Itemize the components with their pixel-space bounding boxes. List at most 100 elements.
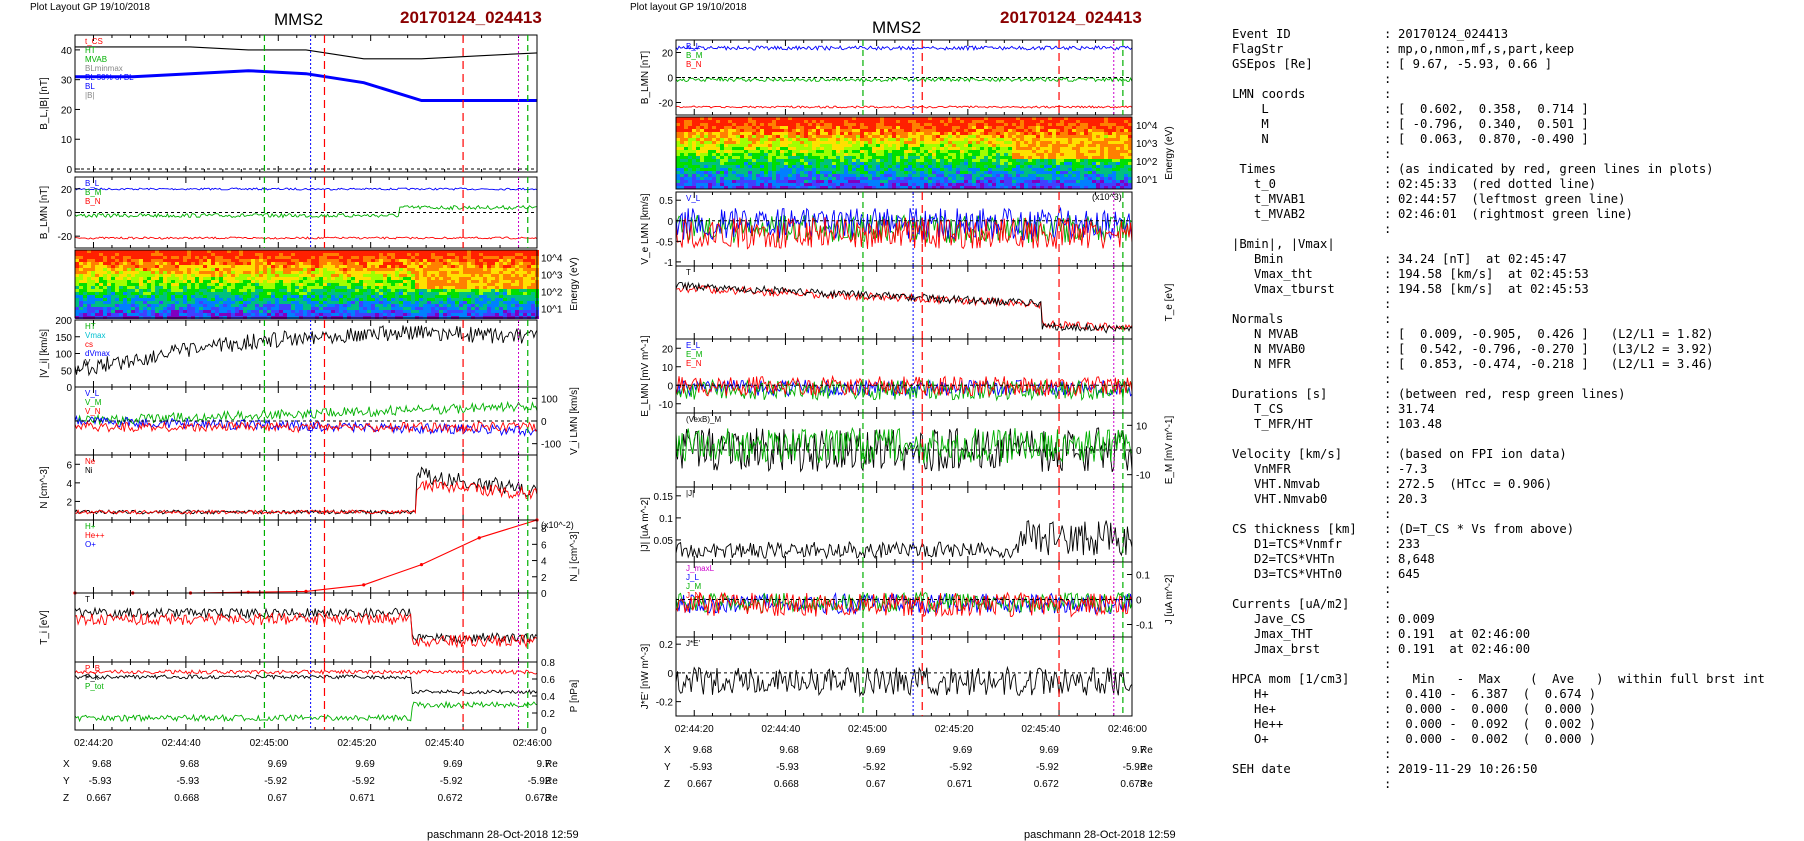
y-tick-label: 0.05 [654, 536, 674, 547]
legend-entry: Vmax [85, 331, 105, 340]
position-value: 9.68 [693, 745, 713, 756]
info-value: 0.000 - 0.002 ( 0.000 ) [1398, 732, 1597, 746]
series-line [75, 69, 537, 102]
position-value: 9.69 [355, 759, 375, 770]
legend-entry: HT [85, 322, 96, 331]
info-value: [ 0.009, -0.905, 0.426 ] (L2/L1 = 1.82) [1398, 327, 1714, 341]
info-colon: : [1384, 57, 1392, 71]
info-label: Normals [1232, 312, 1284, 326]
info-row: : [1232, 777, 1765, 792]
info-value: 0.191 at 02:46:00 [1398, 627, 1531, 641]
info-colon: : [1384, 492, 1392, 506]
time-tick-label: 02:46:00 [513, 738, 552, 749]
info-value: 272.5 (HTcc = 0.906) [1398, 477, 1553, 491]
info-row: T_CS:31.74 [1232, 402, 1765, 417]
info-label: HPCA mom [1/cm3] [1232, 672, 1350, 686]
info-label: VHT.Nmvab0 [1232, 492, 1328, 506]
info-colon: : [1384, 687, 1392, 701]
legend-entry: BL [85, 82, 95, 91]
position-row-label: X [664, 745, 671, 756]
y-tick-label: 0 [1136, 596, 1142, 607]
y-tick-label: 50 [61, 366, 73, 377]
y-tick-label: 10^1 [541, 305, 563, 316]
y-tick-label: 0.4 [541, 692, 555, 703]
info-colon: : [1384, 567, 1392, 581]
legend-entry: |B| [85, 91, 95, 100]
y-tick-label: -100 [541, 440, 561, 451]
position-value: -5.92 [1036, 762, 1059, 773]
y-tick-label: 10^1 [1136, 175, 1158, 186]
position-value: -5.92 [528, 776, 551, 787]
info-row: t_MVAB2:02:46:01 (rightmost green line) [1232, 207, 1765, 222]
series-line [675, 105, 1133, 109]
info-row: Currents [uA/m2]: [1232, 597, 1765, 612]
info-value: mp,o,nmon,mf,s,part,keep [1398, 42, 1575, 56]
position-value: 0.671 [947, 779, 972, 790]
y-tick-label: 100 [55, 350, 72, 361]
info-row: Bmin:34.24 [nT] at 02:45:47 [1232, 252, 1765, 267]
info-colon: : [1384, 642, 1392, 656]
info-colon: : [1384, 537, 1392, 551]
position-value: 9.7 [1132, 745, 1146, 756]
time-tick-label: 02:44:20 [675, 724, 714, 735]
info-value: 8,648 [1398, 552, 1435, 566]
info-row: : [1232, 582, 1765, 597]
legend-entry: P_B [85, 664, 100, 673]
y-axis-label: B_L,|B| [nT] [39, 77, 50, 130]
series-line [675, 590, 1133, 613]
info-colon: : [1384, 612, 1392, 626]
info-colon: : [1384, 297, 1392, 311]
info-label: Jmax_THT [1232, 627, 1313, 641]
y-tick-label: 150 [55, 333, 72, 344]
time-tick-label: 02:45:00 [848, 724, 887, 735]
info-row: M: [ -0.796, 0.340, 0.501 ] [1232, 117, 1765, 132]
info-row: HPCA mom [1/cm3]: Min - Max ( Ave ) with… [1232, 672, 1765, 687]
panel-frame [74, 319, 538, 388]
y-axis-label: V_e LMN [km/s] [640, 193, 651, 264]
info-row: VnMFR: -7.3 [1232, 462, 1765, 477]
series-line [675, 374, 1133, 398]
y-tick-label: 0 [667, 74, 673, 85]
position-value: -5.93 [776, 762, 799, 773]
legend-entry: t_CS [85, 37, 103, 46]
panel-frame [675, 486, 1133, 563]
info-label: t_0 [1232, 177, 1277, 191]
position-value: -5.93 [89, 776, 112, 787]
info-row: D1=TCS*Vnmfr:233 [1232, 537, 1765, 552]
info-label: T_CS [1232, 402, 1284, 416]
info-value: 194.58 [km/s] at 02:45:53 [1398, 282, 1589, 296]
info-row: LMN coords: [1232, 87, 1765, 102]
y-axis-label: N [cm^-3] [39, 466, 50, 509]
y-tick-label: 0 [1136, 446, 1142, 457]
series-line [675, 665, 1133, 698]
panel-frame [74, 249, 538, 319]
info-value: 20.3 [1398, 492, 1428, 506]
series-line [74, 414, 538, 437]
legend-entry: dVmax [85, 349, 110, 358]
legend-entry: J_N [686, 591, 700, 600]
info-colon: : [1384, 327, 1392, 341]
info-label: Vmax_tht [1232, 267, 1313, 281]
info-colon: : [1384, 42, 1392, 56]
info-row: SEH date:2019-11-29 10:26:50 [1232, 762, 1765, 777]
legend-entry: P_tot [85, 682, 104, 691]
info-value: (based on FPI ion data) [1398, 447, 1567, 461]
y-tick-label: 0 [667, 217, 673, 228]
info-row: GSEpos [Re]: [ 9.67, -5.93, 0.66 ] [1232, 57, 1765, 72]
y-tick-label: 10 [61, 135, 73, 146]
info-row: : [1232, 72, 1765, 87]
y-tick-label: 10 [662, 363, 674, 374]
series-line [675, 214, 1133, 244]
info-label: Jmax_brst [1232, 642, 1321, 656]
y-axis-label: P [nPa] [569, 679, 580, 712]
info-label: He++ [1232, 717, 1284, 731]
info-colon: : [1384, 267, 1392, 281]
info-label: GSEpos [Re] [1232, 57, 1313, 71]
position-value: 0.673 [525, 793, 550, 804]
series-line [75, 46, 538, 60]
info-colon: : [1384, 672, 1392, 686]
legend-entry: O+ [85, 540, 96, 549]
y-axis-label: N_i [cm^-3] [569, 531, 580, 581]
position-value: 0.668 [774, 779, 799, 790]
series-line [74, 236, 538, 240]
